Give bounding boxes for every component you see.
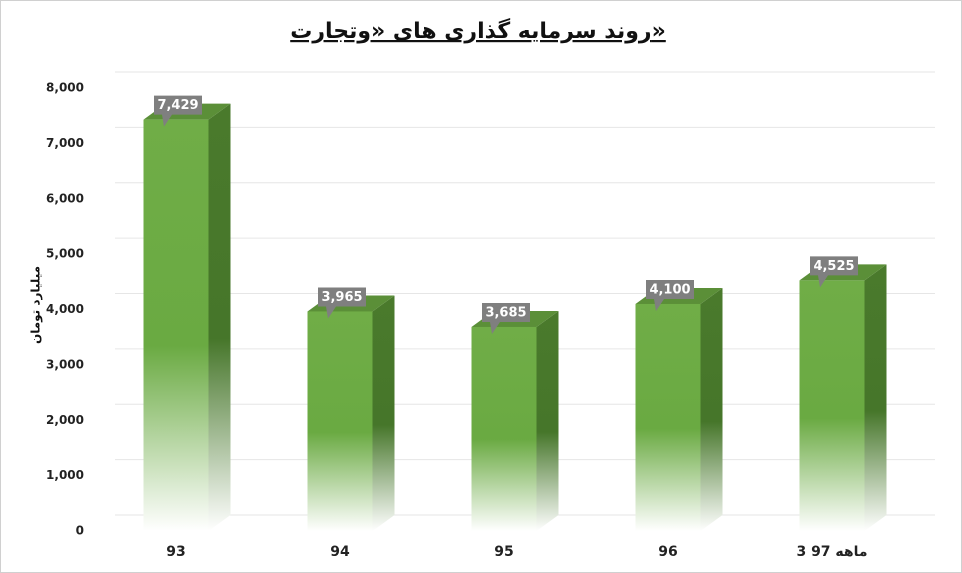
value-label: 3,965 — [321, 290, 362, 305]
bar-side — [536, 310, 559, 531]
y-tick-label: 8,000 — [46, 81, 84, 95]
value-label: 7,429 — [157, 98, 198, 113]
x-tick-label: 3 ماهه 97 — [796, 544, 867, 560]
bar — [799, 280, 865, 531]
bar-side — [372, 295, 395, 531]
value-label: 4,100 — [649, 282, 690, 297]
value-label: 4,525 — [813, 259, 854, 274]
bar — [143, 119, 209, 531]
value-label-box — [646, 279, 694, 311]
chart-title: روند سرمایه گذاری های «وتجارت» — [290, 17, 666, 44]
x-tick-label: 93 — [166, 544, 185, 560]
bar — [471, 326, 537, 531]
bar — [307, 311, 373, 531]
x-tick-label: 94 — [330, 544, 350, 560]
bar-side — [864, 264, 887, 531]
value-label: 3,685 — [485, 305, 526, 320]
y-tick-label: 7,000 — [46, 136, 84, 150]
value-label-box — [318, 287, 366, 319]
y-tick-label: 2,000 — [46, 413, 84, 427]
value-label-box — [482, 302, 530, 334]
bar-side — [208, 103, 231, 531]
bar — [635, 303, 701, 531]
y-tick-label: 5,000 — [46, 247, 84, 261]
x-tick-label: 96 — [658, 544, 677, 560]
y-tick-label: 6,000 — [46, 191, 84, 205]
y-tick-label: 0 — [76, 524, 84, 538]
value-label-box — [154, 95, 202, 127]
x-tick-label: 95 — [494, 544, 513, 560]
y-tick-label: 3,000 — [46, 357, 84, 371]
bar-side — [700, 287, 723, 531]
y-tick-label: 4,000 — [46, 302, 84, 316]
y-tick-label: 1,000 — [46, 468, 84, 482]
bars: 7,429 3,965 3,685 4,100 4,525 — [143, 95, 887, 531]
value-label-box — [810, 256, 858, 288]
y-axis-label: میلیارد تومان — [29, 266, 44, 344]
